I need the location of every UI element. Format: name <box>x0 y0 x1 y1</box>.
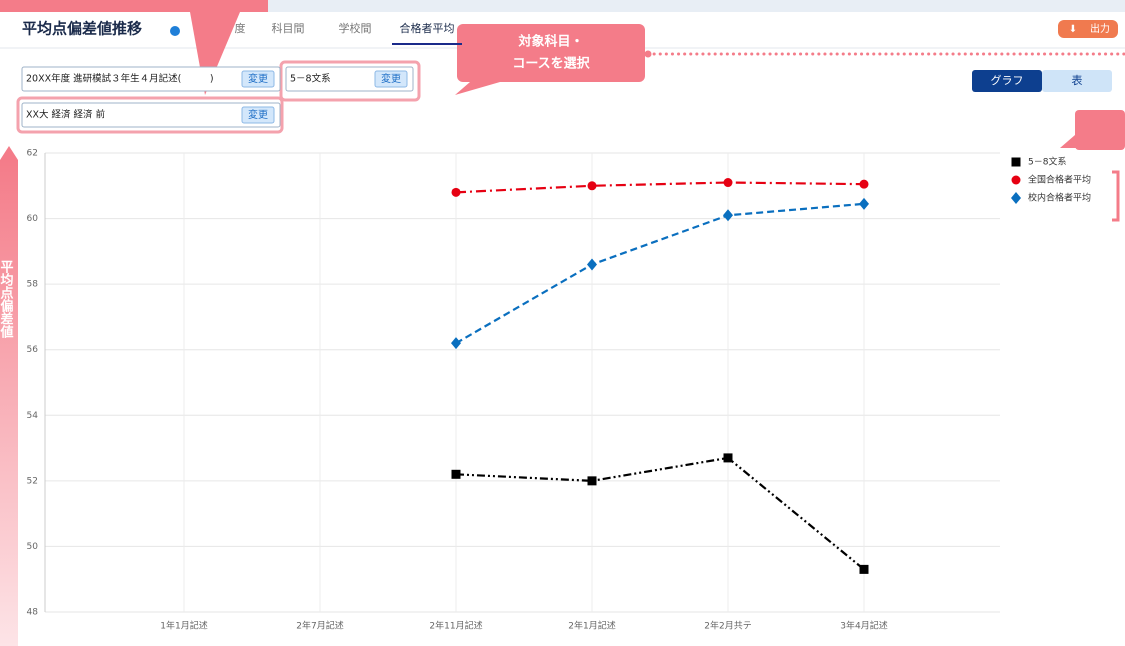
toggle-label: グラフ <box>991 73 1024 87</box>
y-tick-label: 60 <box>27 214 39 224</box>
table-toggle[interactable] <box>1042 70 1112 92</box>
highlight <box>16 96 284 134</box>
callout-text: コースを選択 <box>512 56 590 72</box>
marker <box>451 337 461 350</box>
y-tick-label: 56 <box>27 345 39 355</box>
tab[interactable]: 合格者平均 <box>400 21 455 35</box>
selector-text: XX大 経済 経済 前 <box>26 109 105 121</box>
y-tick-label: 52 <box>27 476 38 486</box>
series-line <box>455 456 865 571</box>
side-label: 平均点偏差値 <box>0 260 14 339</box>
tab[interactable]: 度 <box>235 21 246 35</box>
y-tick-label: 58 <box>27 280 39 290</box>
marker <box>587 181 597 191</box>
change-button[interactable] <box>241 106 275 124</box>
change-label: 変更 <box>248 108 268 121</box>
marker <box>1011 157 1021 167</box>
callout-pointer <box>455 82 500 95</box>
legend-label: 全国合格者平均 <box>1028 174 1091 186</box>
marker <box>723 178 733 188</box>
page-title: 平均点偏差値推移 <box>22 20 142 38</box>
help-icon[interactable] <box>170 26 180 36</box>
x-tick-label: 2年2月共テ <box>704 620 751 632</box>
marker <box>451 469 461 479</box>
change-button[interactable] <box>374 70 408 88</box>
x-tick-label: 2年1月記述 <box>568 620 615 632</box>
marker <box>859 197 869 210</box>
marker <box>723 209 733 222</box>
marker <box>451 187 461 197</box>
legend-label: 校内合格者平均 <box>1028 192 1091 204</box>
marker <box>859 564 869 574</box>
marker <box>723 453 733 463</box>
x-tick-label: 1年1月記述 <box>160 620 207 632</box>
toggle-label: 表 <box>1072 73 1083 87</box>
x-tick-label: 2年7月記述 <box>296 620 343 632</box>
marker <box>587 476 597 486</box>
graph-toggle[interactable] <box>972 70 1042 92</box>
callout <box>457 24 645 82</box>
change-label: 変更 <box>381 72 401 85</box>
marker <box>1011 175 1021 185</box>
y-tick-label: 48 <box>27 608 39 618</box>
top-strip <box>0 0 1125 12</box>
y-tick-label: 50 <box>27 542 39 552</box>
callout-pointer <box>1060 135 1085 148</box>
legend-label: 5－8文系 <box>1028 156 1066 168</box>
side-bar <box>0 160 18 646</box>
marker <box>1011 192 1021 204</box>
selector-box <box>21 102 281 128</box>
selector-box <box>21 66 281 92</box>
download-icon: ⬇ <box>1069 24 1077 35</box>
legend-bracket <box>1112 170 1120 222</box>
series-line <box>455 202 865 345</box>
leader-dot <box>644 50 652 58</box>
series-line <box>455 181 865 194</box>
tab[interactable]: 学校間 <box>339 21 372 35</box>
tab[interactable]: 科目間 <box>272 21 305 35</box>
side-arrow <box>0 146 18 160</box>
selector-text: 5－8文系 <box>290 73 331 85</box>
x-tick-label: 3年4月記述 <box>840 620 887 632</box>
callout-text: 対象科目・ <box>517 34 583 50</box>
export-label: 出力 <box>1090 22 1110 35</box>
selector-text: 20XX年度 進研模試３年生４月記述( ) <box>26 73 214 85</box>
marker <box>859 179 869 189</box>
callout-top <box>0 0 268 12</box>
x-tick-label: 2年11月記述 <box>429 620 482 632</box>
change-button[interactable] <box>241 70 275 88</box>
marker <box>587 258 597 271</box>
highlight <box>279 60 421 102</box>
callout-right <box>1075 110 1125 150</box>
change-label: 変更 <box>248 72 268 85</box>
export-button[interactable] <box>1058 20 1118 38</box>
y-tick-label: 62 <box>27 149 38 159</box>
y-tick-label: 54 <box>27 411 39 421</box>
